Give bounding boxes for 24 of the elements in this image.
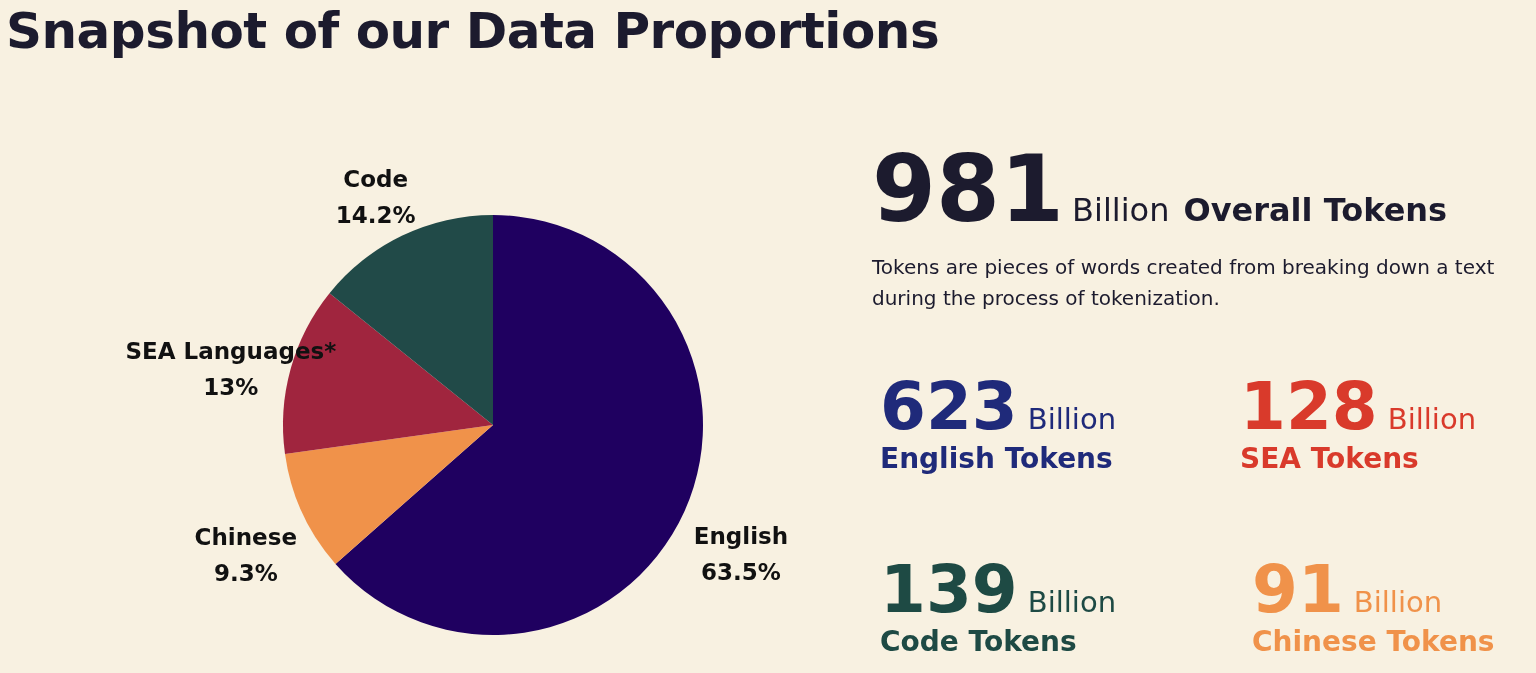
slice-label: English (693, 522, 789, 549)
text: SEA Tokens (1240, 442, 1420, 476)
data-label: 13% (203, 374, 259, 401)
text: Billion (1353, 585, 1443, 619)
text: 981 (872, 136, 1065, 243)
chart-title: Snapshot of our Data Proportions (6, 2, 940, 60)
text: Billion (1072, 191, 1170, 229)
text: Billion (1027, 402, 1117, 436)
data-label: 63.5% (701, 558, 781, 585)
text: Tokens are pieces of words created from breaking down a text during the process of tokenization. (872, 254, 1496, 312)
text: Billion (1387, 402, 1477, 436)
text: 91 (1252, 551, 1344, 628)
text: Chinese Tokens (1252, 625, 1495, 659)
text: Overall Tokens (1183, 191, 1448, 229)
text: 623 (880, 368, 1018, 445)
text: Billion (1027, 585, 1117, 619)
slice-label: Chinese (194, 524, 298, 551)
text: 128 (1240, 368, 1378, 445)
text: English Tokens (880, 442, 1114, 476)
text: 139 (880, 551, 1018, 628)
data-label: 14.2% (335, 201, 416, 228)
slice-label: Code (343, 165, 409, 192)
text: Code Tokens (880, 625, 1078, 659)
data-label: 9.3% (213, 560, 278, 587)
